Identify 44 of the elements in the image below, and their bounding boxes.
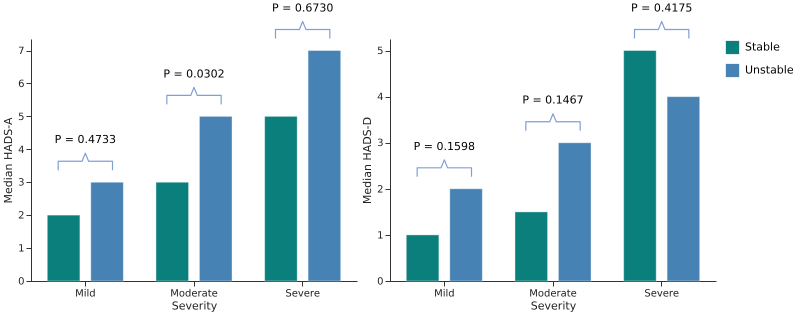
y-tick-label: 4 [377, 92, 384, 104]
legend-label: Stable [745, 40, 780, 54]
bar [155, 182, 190, 282]
annotation: P = 0.4733 [54, 133, 116, 146]
legend-label: Unstable [745, 64, 794, 76]
x-tick-label: Moderate [170, 288, 218, 300]
y-tick-label: 7 [18, 46, 24, 58]
annotation: P = 0.0302 [163, 67, 225, 80]
x-tick-label: Mild [434, 288, 455, 300]
bar [198, 116, 233, 282]
x-axis-title: Severity [172, 300, 218, 312]
x-tick-label: Severe [285, 288, 320, 300]
bar [514, 211, 548, 282]
x-tick-label: Severe [644, 288, 679, 300]
y-tick-label: 0 [18, 276, 24, 288]
bar [449, 188, 483, 282]
annotation: P = 0.1467 [522, 94, 584, 107]
x-axis-title: Severity [530, 300, 577, 312]
bar [46, 214, 80, 282]
y-tick-label: 1 [18, 244, 24, 255]
y-tick-label: 4 [18, 144, 24, 156]
text: P = 0.4175 [630, 2, 692, 15]
y-tick-label: 2 [18, 210, 24, 222]
bar [558, 142, 592, 282]
x-tick-label: Moderate [529, 288, 577, 300]
bar [308, 50, 342, 282]
y-tick-label: 3 [18, 178, 24, 189]
y-tick-label: 5 [18, 112, 24, 123]
y-tick-label: 5 [377, 46, 384, 58]
bar [623, 50, 657, 282]
annotation: P = 0.1598 [414, 140, 476, 153]
bar [666, 96, 700, 282]
y-tick-label: 0 [377, 276, 384, 288]
y-tick-label: 6 [18, 78, 24, 90]
y-tick-label: 2 [377, 184, 384, 196]
bar [264, 116, 298, 282]
x-tick-label: Mild [75, 288, 96, 300]
y-tick-label: 1 [377, 230, 384, 242]
y-axis-title: Median HADS-D [361, 116, 374, 204]
y-axis-title: Median HADS-A [2, 117, 16, 204]
y-tick-label: 3 [377, 138, 384, 150]
bar [406, 234, 440, 282]
bar [90, 182, 124, 282]
text: P = 0.6730 [272, 2, 334, 15]
